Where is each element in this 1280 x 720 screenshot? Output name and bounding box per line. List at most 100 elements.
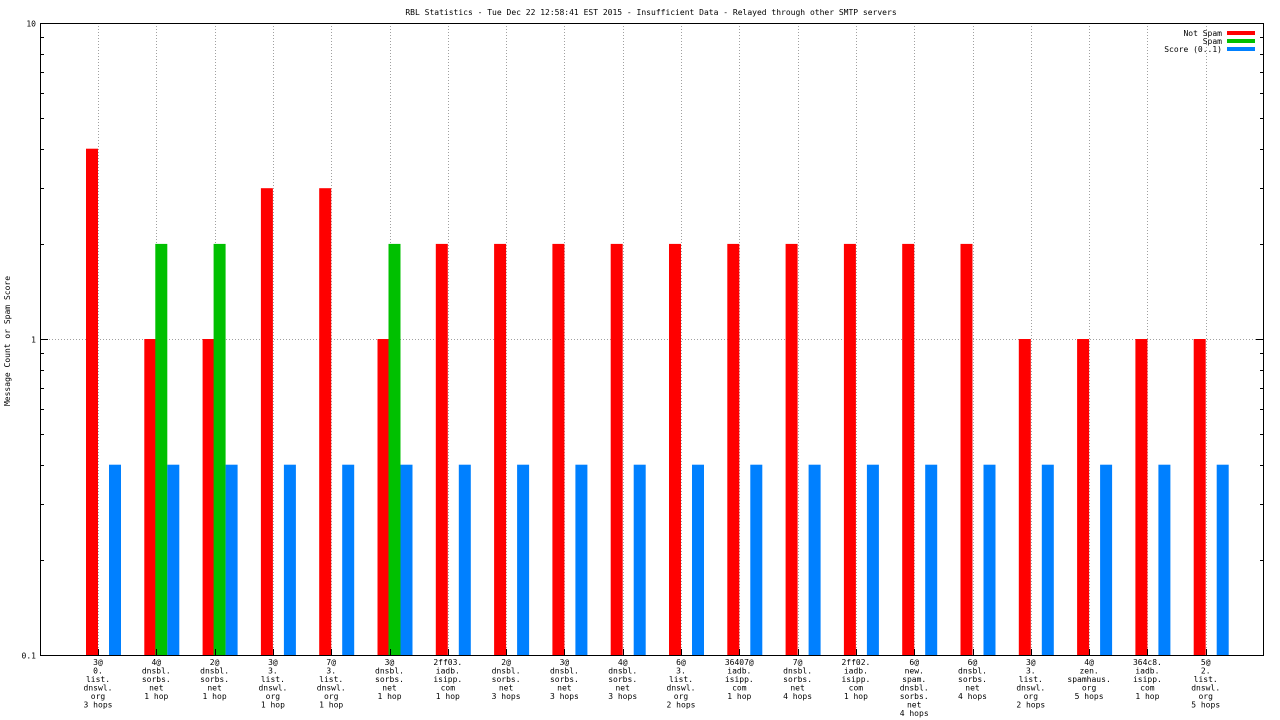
bar-score-0-1 — [1216, 464, 1229, 655]
x-tick-label-line: 1 hop — [261, 701, 285, 710]
x-tick-label-line: sorbs. — [550, 675, 579, 684]
bars — [86, 148, 1229, 655]
bar-score-0-1 — [866, 464, 879, 655]
x-tick-label-line: 1 hop — [1135, 692, 1159, 701]
x-tick-label-line: 1 hop — [319, 701, 343, 710]
legend-swatch — [1227, 39, 1255, 43]
x-tick-label-line: 3 hops — [550, 692, 579, 701]
x-tick-label: 3@ 3. list. dnswl. org 1 hop — [258, 658, 287, 710]
x-tick-label-line: list. — [1019, 675, 1043, 684]
x-tick-label: 36407@ iadb. isipp. com 1 hop — [725, 658, 754, 701]
x-tick-label-line: new. — [905, 667, 924, 676]
bar-not-spam — [319, 188, 332, 655]
x-tick-label-line: 1 hop — [436, 692, 460, 701]
bar-score-0-1 — [167, 464, 180, 655]
x-tick-label-line: dnsbl. — [608, 667, 637, 676]
bar-spam — [388, 243, 401, 655]
bar-score-0-1 — [692, 464, 704, 655]
x-tick-label-line: net — [557, 684, 572, 693]
x-tick-label-line: 6@ — [676, 658, 686, 667]
x-tick-label: 4@ dnsbl. sorbs. net 3 hops — [608, 658, 637, 701]
x-tick-label-line: 4@ — [1084, 658, 1094, 667]
x-tick-label-line: dnswl. — [667, 684, 696, 693]
x-tick-label-line: list. — [669, 675, 693, 684]
x-tick-label-line: list. — [1194, 675, 1218, 684]
x-tick-label-line: 2. — [1201, 667, 1211, 676]
bar-score-0-1 — [1100, 464, 1113, 655]
bar-not-spam — [1135, 339, 1148, 655]
bar-score-0-1 — [750, 464, 763, 655]
bar-score-0-1 — [575, 464, 588, 655]
x-tick-label-line: 3@ — [268, 658, 278, 667]
x-tick-label: 2ff02. iadb. isipp. com 1 hop — [841, 658, 870, 701]
x-tick-label-line: iadb. — [844, 667, 868, 676]
bar-not-spam — [669, 243, 681, 655]
x-tick-label-line: 3. — [268, 667, 278, 676]
x-tick-label-line: iadb. — [727, 667, 751, 676]
x-tick-label-line: 4 hops — [958, 692, 987, 701]
x-tick-label-line: 36407@ — [725, 658, 754, 667]
x-tick-label: 4@ zen. spamhaus. org 5 hops — [1067, 658, 1110, 701]
x-tick-label-line: net — [790, 684, 805, 693]
x-tick-label: 7@ 3. list. dnswl. org 1 hop — [317, 658, 346, 710]
x-tick-label-line: dnsbl. — [900, 684, 929, 693]
x-tick-label-line: net — [382, 684, 397, 693]
x-tick-label-line: isipp. — [841, 675, 870, 684]
legend-swatch — [1227, 31, 1255, 35]
x-tick-label-line: com — [849, 684, 864, 693]
x-tick-label-line: dnsbl. — [550, 667, 579, 676]
x-tick-label-line: 7@ — [326, 658, 336, 667]
x-tick-label-line: 3 hops — [84, 701, 113, 710]
x-tick-label-line: 3 hops — [492, 692, 521, 701]
bar-not-spam — [843, 243, 856, 655]
x-tick-label-line: 3@ — [385, 658, 395, 667]
x-tick-label: 7@ dnsbl. sorbs. net 4 hops — [783, 658, 812, 701]
x-tick-label-line: 2 hops — [1016, 701, 1045, 710]
x-tick-label-line: 2ff02. — [841, 658, 870, 667]
x-tick-label: 2@ dnsbl. sorbs. net 1 hop — [200, 658, 229, 701]
x-tick-label-line: 4 hops — [900, 709, 929, 718]
bar-not-spam — [902, 243, 915, 655]
x-tick-label-line: 1 hop — [144, 692, 168, 701]
x-tick-label-line: zen. — [1079, 667, 1098, 676]
x-tick-label: 2ff03. iadb. isipp. com 1 hop — [433, 658, 462, 701]
x-tick-label-line: 4@ — [618, 658, 628, 667]
y-tick-label: 1 — [31, 336, 36, 345]
x-tick-label-line: com — [441, 684, 456, 693]
x-tick-label-line: list. — [261, 675, 285, 684]
x-tick-label: 3@ dnsbl. sorbs. net 1 hop — [375, 658, 404, 701]
x-tick-label-line: sorbs. — [958, 675, 987, 684]
bar-score-0-1 — [633, 464, 646, 655]
x-tick-label-line: dnsbl. — [375, 667, 404, 676]
x-tick-label-line: 2@ — [210, 658, 220, 667]
x-tick-label-line: net — [149, 684, 164, 693]
bar-spam — [155, 243, 168, 655]
x-tick-label-line: spam. — [902, 675, 926, 684]
x-tick-label-line: 5@ — [1201, 658, 1211, 667]
legend-label: Spam — [1203, 37, 1222, 46]
bar-not-spam — [1018, 339, 1031, 655]
x-tick-label-line: org — [1024, 692, 1039, 701]
x-tick-label: 4@ dnsbl. sorbs. net 1 hop — [142, 658, 171, 701]
y-axis-label: Message Count or Spam Score — [3, 276, 12, 406]
x-tick-label-line: org — [266, 692, 281, 701]
x-tick-label-line: 1 hop — [727, 692, 751, 701]
x-tick-label-line: sorbs. — [900, 692, 929, 701]
x-tick-label-line: dnswl. — [1016, 684, 1045, 693]
x-tick-label-line: 364c8. — [1133, 658, 1162, 667]
x-tick-label-line: isipp. — [1133, 675, 1162, 684]
bar-not-spam — [960, 243, 973, 655]
x-tick-label-line: 5 hops — [1075, 692, 1104, 701]
axis-ticks: 0.1 1 10 — [22, 20, 1264, 661]
x-tick-label-line: dnswl. — [1191, 684, 1220, 693]
chart-title: RBL Statistics - Tue Dec 22 12:58:41 EST… — [405, 8, 896, 17]
x-tick-label-line: 7@ — [793, 658, 803, 667]
bar-not-spam — [727, 243, 740, 655]
x-tick-label-line: com — [732, 684, 747, 693]
x-tick-label-line: dnsbl. — [142, 667, 171, 676]
legend-label: Score (0..1) — [1164, 45, 1222, 54]
bar-score-0-1 — [1158, 464, 1171, 655]
bar-score-0-1 — [983, 464, 996, 655]
x-tick-label-line: dnswl. — [84, 684, 113, 693]
